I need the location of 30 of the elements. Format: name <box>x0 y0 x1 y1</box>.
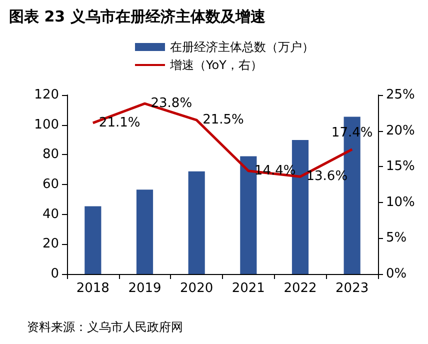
bar <box>188 171 205 274</box>
y-tick-label: 120 <box>34 88 59 102</box>
x-tick-label: 2018 <box>76 281 110 296</box>
y2-tick-label: 15% <box>386 159 415 174</box>
legend-label: 在册经济主体总数（万户） <box>170 40 314 54</box>
x-tick-label: 2022 <box>284 281 317 296</box>
bar <box>136 190 154 274</box>
y-tick-label: 20 <box>42 236 59 252</box>
legend-label: 增速（YoY，右） <box>169 58 262 72</box>
x-tick-label: 2021 <box>232 281 265 296</box>
text: 资料来源：义乌市人民政府网 <box>27 320 183 334</box>
data-label: 23.8% <box>150 96 192 112</box>
y2-tick-label: 10% <box>386 194 415 210</box>
y-tick-label: 80 <box>42 147 59 162</box>
y2-tick-label: 5% <box>386 230 407 246</box>
y-tick-label: 60 <box>42 177 59 192</box>
bar <box>84 206 102 274</box>
y2-tick-label: 25% <box>386 88 415 102</box>
y-tick-label: 40 <box>42 206 59 222</box>
y2-tick-label: 0% <box>386 266 407 282</box>
data-label: 21.5% <box>202 112 244 128</box>
y2-tick-label: 20% <box>386 123 415 138</box>
data-label: 21.1% <box>98 115 140 130</box>
y-tick-label: 100 <box>34 117 59 132</box>
x-tick-label: 2023 <box>336 281 369 296</box>
y-tick-label: 0 <box>50 266 59 282</box>
chart-title: 图表 23 义乌市在册经济主体数及增速 <box>9 8 266 26</box>
bar <box>240 156 257 274</box>
x-tick-label: 2020 <box>180 281 214 296</box>
x-tick-label: 2019 <box>128 281 162 296</box>
